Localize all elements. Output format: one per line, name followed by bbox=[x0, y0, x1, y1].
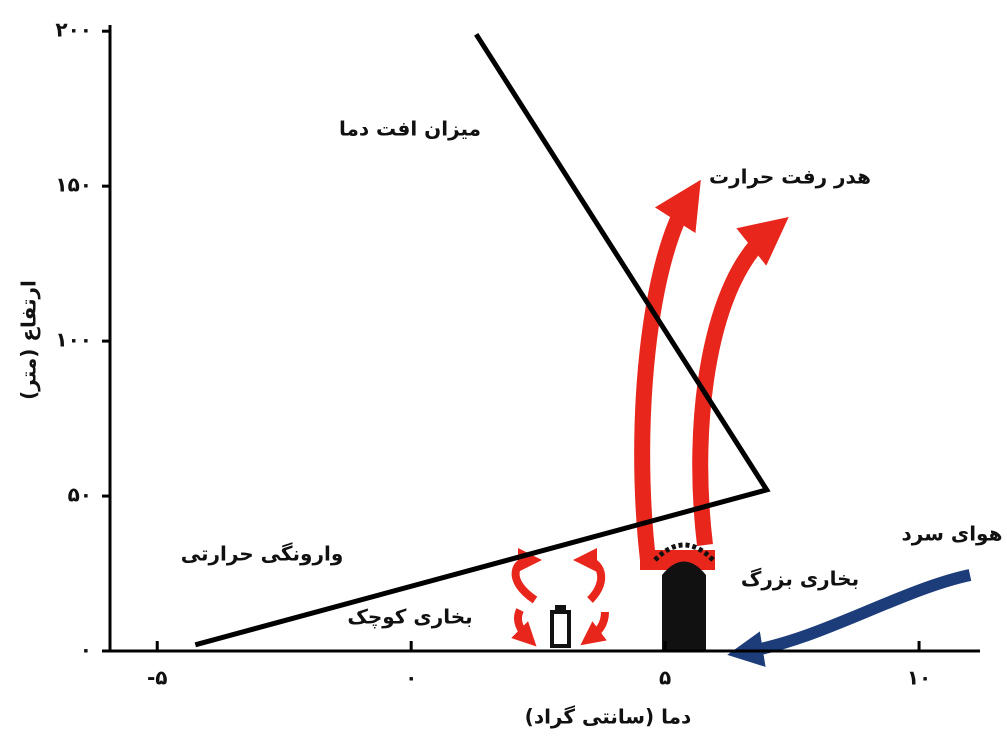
y-tick-label: ۰ bbox=[80, 638, 92, 662]
x-tick-label: ۱۰ bbox=[907, 666, 931, 690]
annotation: بخاری کوچک bbox=[347, 605, 472, 630]
x-tick-label: ۰ bbox=[405, 666, 417, 690]
small-heater bbox=[550, 605, 571, 648]
y-axis-title: ارتفاع (متر) bbox=[17, 280, 41, 400]
temperature-line bbox=[194, 32, 771, 648]
annotation: بخاری بزرگ bbox=[741, 567, 859, 591]
y-tick-label: ۲۰۰ bbox=[55, 18, 92, 42]
y-tick-label: ۵۰ bbox=[68, 483, 92, 507]
x-axis-title: دما (سانتی گراد) bbox=[525, 705, 692, 729]
annotation: هوای سرد bbox=[902, 522, 1003, 546]
annotation: میزان افت دما bbox=[339, 117, 481, 141]
y-tick-label: ۱۵۰ bbox=[55, 173, 92, 197]
annotation: وارونگی حرارتی bbox=[181, 542, 344, 566]
y-tick-label: ۱۰۰ bbox=[55, 328, 92, 352]
x-tick-label: -۵ bbox=[147, 666, 168, 690]
cold-air-arrow bbox=[727, 569, 972, 667]
annotation: هدر رفت حرارت bbox=[709, 165, 871, 189]
big-heater bbox=[653, 542, 715, 650]
x-tick-label: ۵ bbox=[659, 666, 671, 690]
heat-arrows bbox=[511, 179, 789, 647]
